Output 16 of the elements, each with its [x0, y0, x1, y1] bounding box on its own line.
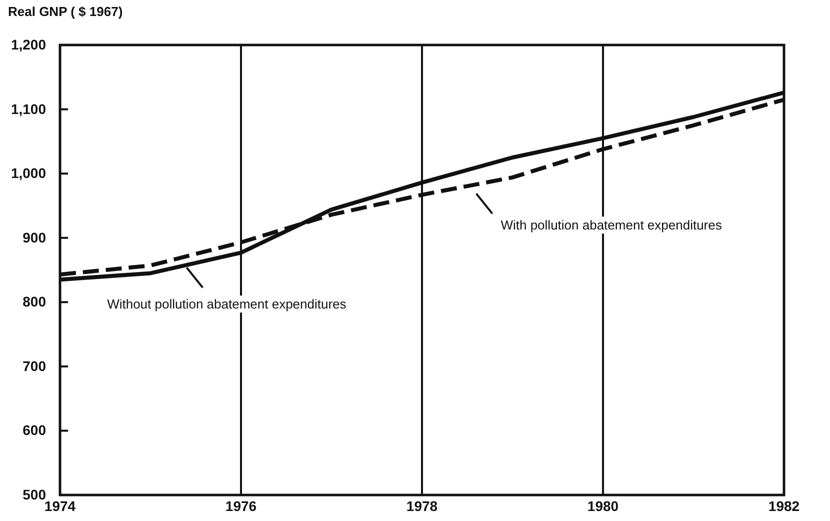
y-tick-label: 800	[22, 294, 46, 310]
annotation: Without pollution abatement expenditures	[107, 296, 347, 312]
x-tick-label: 1982	[768, 498, 800, 514]
x-tick-label: 1976	[225, 498, 257, 514]
annotation: With pollution abatement expenditures	[500, 218, 722, 233]
x-tick-label: 1974	[44, 498, 76, 514]
y-axis-title: Real GNP ( $ 1967)	[8, 4, 123, 19]
x-tick-label: 1978	[406, 498, 438, 514]
x-tick-label: 1980	[587, 498, 619, 514]
y-tick-label: 600	[22, 422, 46, 438]
y-tick-label: 900	[22, 229, 46, 246]
y-tick-label: 1,000	[10, 165, 46, 182]
y-tick-label: 500	[22, 486, 46, 502]
y-tick-label: 700	[22, 358, 46, 374]
y-tick-label: 1,200	[10, 36, 46, 52]
y-tick-label: 1,100	[10, 100, 46, 117]
